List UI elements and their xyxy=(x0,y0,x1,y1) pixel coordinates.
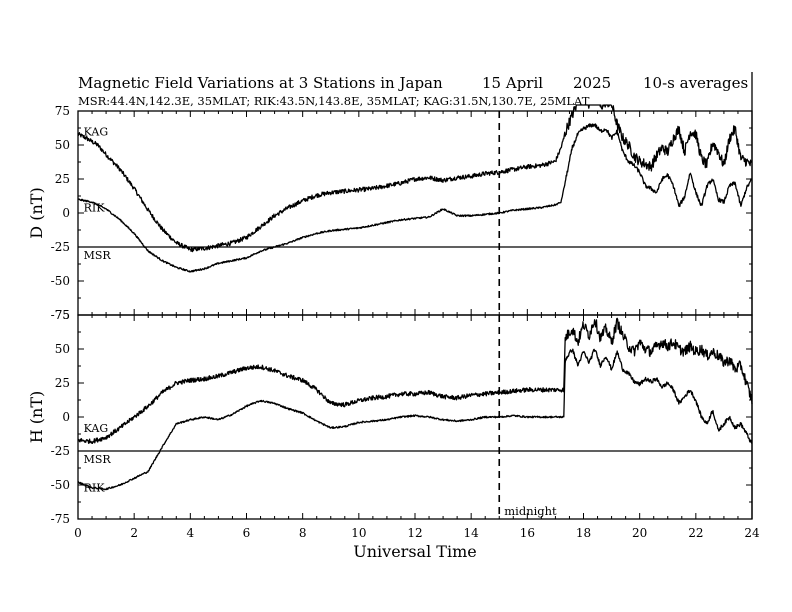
y-tick-label: -50 xyxy=(51,274,70,288)
station-coordinates: MSR:44.4N,142.3E, 35MLAT; RIK:43.5N,143.… xyxy=(78,94,590,108)
x-tick-label: 0 xyxy=(74,526,82,540)
y-tick-label: 75 xyxy=(55,308,70,322)
y-tick-label: -50 xyxy=(51,478,70,492)
series-rik xyxy=(77,348,753,491)
y-tick-label: 0 xyxy=(62,410,70,424)
x-tick-label: 20 xyxy=(632,526,647,540)
x-tick-label: 22 xyxy=(688,526,703,540)
series-rik xyxy=(77,123,753,273)
plot-area: 75 50 25 0 -25 -50 -75 D (nT) KAG RIK MSR 75 50 25 0 -2… xyxy=(27,104,760,540)
panel-frame xyxy=(77,314,753,520)
chart-title: Magnetic Field Variations at 3 Stations … xyxy=(78,74,443,92)
panel-h: 75 50 25 0 -25 -50 -75 H (nT) KAG MSR RIK xyxy=(27,308,753,526)
y-axis-title: D (nT) xyxy=(27,187,46,238)
x-tick-label: 8 xyxy=(299,526,307,540)
y-tick-label: 50 xyxy=(55,342,70,356)
x-axis-title: Universal Time xyxy=(353,542,476,561)
chart-year: 2025 xyxy=(573,74,611,92)
series-kag xyxy=(77,104,753,253)
y-tick-label: 25 xyxy=(55,376,70,390)
chart-date: 15 April xyxy=(482,74,543,92)
x-tick-label: 14 xyxy=(464,526,480,540)
y-tick-label: -75 xyxy=(51,512,70,526)
y-tick-label: 25 xyxy=(55,172,70,186)
x-tick-label: 12 xyxy=(407,526,422,540)
station-label-kag: KAG xyxy=(84,422,109,435)
chart-header: Magnetic Field Variations at 3 Stations … xyxy=(78,74,748,108)
station-label-rik: RIK xyxy=(84,202,106,215)
station-label-msr: MSR xyxy=(84,453,112,466)
y-tick-label: 75 xyxy=(55,104,70,118)
series-kag xyxy=(77,317,753,445)
panel-d: 75 50 25 0 -25 -50 -75 D (nT) KAG RIK MSR xyxy=(27,104,753,322)
midnight-label: midnight xyxy=(504,504,557,518)
y-tick-label: -75 xyxy=(51,308,70,322)
station-label-rik: RIK xyxy=(84,482,106,495)
y-tick-label: -25 xyxy=(51,444,70,458)
x-tick-label: 24 xyxy=(744,526,760,540)
y-tick-label: 50 xyxy=(55,138,70,152)
y-tick-label: 0 xyxy=(62,206,70,220)
chart-sampling: 10-s averages xyxy=(643,74,748,92)
x-tick-label: 16 xyxy=(520,526,535,540)
x-tick-label: 10 xyxy=(351,526,366,540)
y-axis-title: H (nT) xyxy=(27,391,46,444)
x-tick-label: 2 xyxy=(130,526,138,540)
x-tick-label: 18 xyxy=(576,526,591,540)
x-tick-label: 6 xyxy=(243,526,251,540)
x-tick-label: 4 xyxy=(187,526,195,540)
y-tick-label: -25 xyxy=(51,240,70,254)
panel-frame xyxy=(77,110,753,316)
station-label-kag: KAG xyxy=(84,125,109,138)
x-tick-labels: 0 2 4 6 8 10 12 14 16 18 20 22 24 xyxy=(74,526,760,540)
station-label-msr: MSR xyxy=(84,249,112,262)
